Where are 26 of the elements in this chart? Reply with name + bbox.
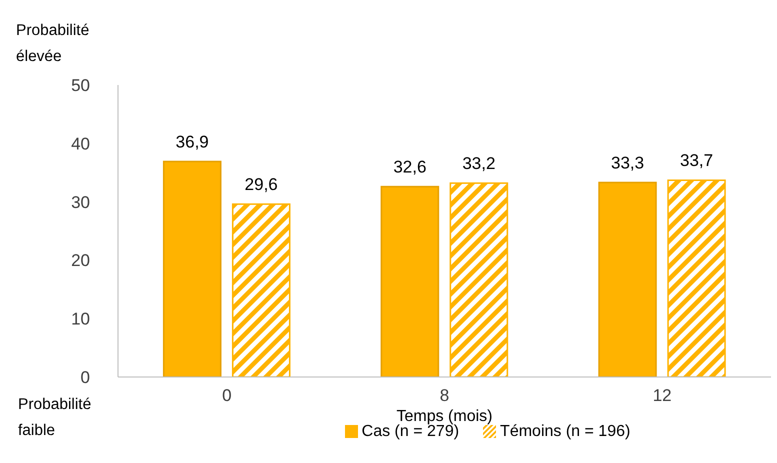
x-tick-label: 8 — [440, 386, 450, 406]
data-label: 33,7 — [680, 151, 714, 170]
legend-label: Témoins (n = 196) — [500, 423, 630, 440]
bar — [162, 160, 222, 377]
legend-label: Cas (n = 279) — [362, 423, 460, 440]
bar — [667, 179, 726, 377]
data-label: 33,2 — [462, 154, 496, 174]
y-tick-label: 20 — [71, 251, 90, 270]
bar — [232, 203, 290, 377]
x-tick-label: 0 — [222, 386, 232, 406]
y-tick-label: 30 — [71, 192, 90, 212]
y-tick-label: 10 — [71, 310, 90, 329]
x-tick-label: 12 — [652, 386, 672, 406]
bar — [450, 182, 508, 377]
y-tick-label: 50 — [71, 76, 90, 96]
text: Probabilité élevée — [16, 21, 90, 67]
x-axis-title: Temps (mois) — [396, 408, 493, 425]
data-label: 32,6 — [393, 158, 426, 177]
data-label: 33,3 — [610, 154, 644, 173]
data-label: 29,6 — [244, 175, 278, 194]
text: Probabilité faible — [18, 395, 92, 441]
bar — [598, 182, 657, 377]
bar — [380, 186, 440, 377]
y-tick-label: 0 — [80, 368, 90, 388]
data-label: 36,9 — [176, 132, 209, 152]
y-tick-label: 40 — [71, 134, 90, 154]
